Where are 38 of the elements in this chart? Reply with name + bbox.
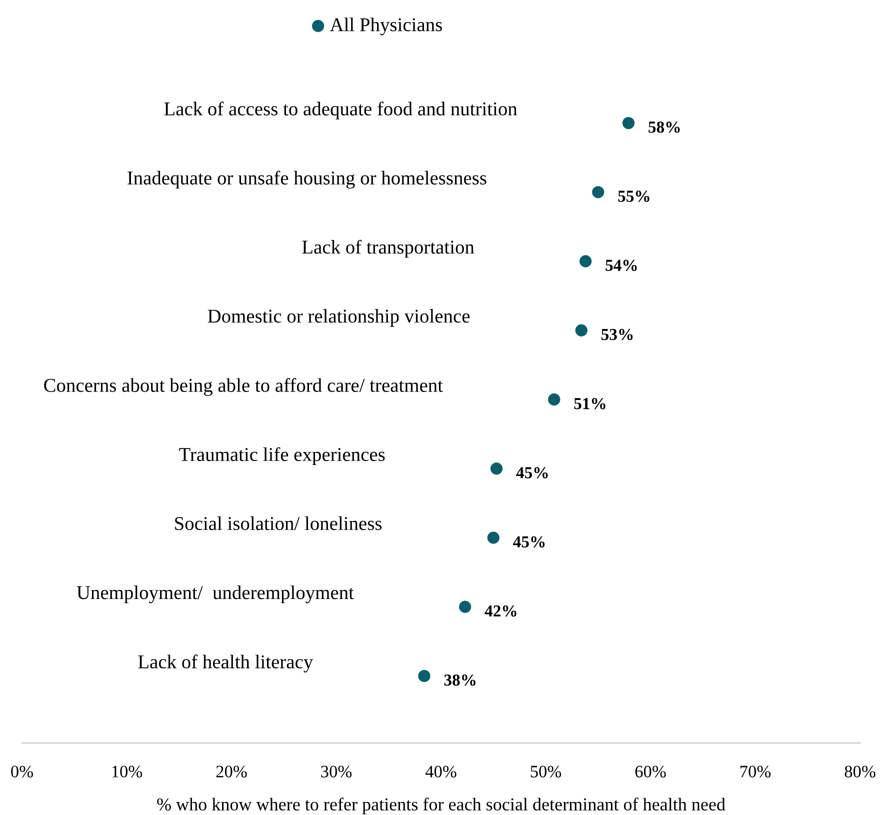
x-axis-title: % who know where to refer patients for each social determinant of health need xyxy=(157,798,726,814)
x-tick-label: 60% xyxy=(635,766,666,778)
legend-label: All Physicians xyxy=(330,18,442,36)
data-label: 42% xyxy=(484,605,516,617)
x-tick-label: 0% xyxy=(11,766,33,778)
y-tick-label: Unemployment/ underemployment xyxy=(76,586,354,604)
x-tick-label: 80% xyxy=(844,766,876,778)
y-tick-label: Concerns about being able to afford care/ treatment xyxy=(44,378,443,396)
data-label: 53% xyxy=(601,328,633,340)
x-tick-label: 40% xyxy=(425,766,456,778)
x-tick-label: 30% xyxy=(321,766,352,778)
point xyxy=(459,600,472,613)
point xyxy=(490,462,503,475)
point xyxy=(548,393,560,406)
point xyxy=(579,255,592,268)
point xyxy=(575,324,588,336)
point xyxy=(622,116,635,130)
y-tick-label: Traumatic life experiences xyxy=(179,447,385,466)
y-tick-label: Lack of health literacy xyxy=(138,654,314,672)
x-tick-label: 20% xyxy=(216,766,247,778)
data-label: 55% xyxy=(618,190,650,202)
x-tick-label: 10% xyxy=(112,766,142,778)
y-tick-label: Domestic or relationship violence xyxy=(208,309,470,327)
data-label: 45% xyxy=(516,467,548,478)
point xyxy=(418,670,430,682)
data-label: 38% xyxy=(444,674,476,686)
y-tick-label: Lack of access to adequate food and nutrition xyxy=(164,102,518,120)
point xyxy=(592,186,604,198)
data-label: 45% xyxy=(513,536,545,548)
y-tick-label: Inadequate or unsafe housing or homelessness xyxy=(128,170,486,189)
point xyxy=(487,532,500,544)
data-label: 54% xyxy=(606,260,637,272)
data-label: 58% xyxy=(648,122,680,133)
y-tick-label: Lack of transportation xyxy=(302,240,474,258)
data-label: 51% xyxy=(574,398,606,410)
x-tick-label: 50% xyxy=(530,766,562,778)
x-tick-label: 70% xyxy=(740,766,771,778)
y-tick-label: Social isolation/ loneliness xyxy=(175,516,382,530)
